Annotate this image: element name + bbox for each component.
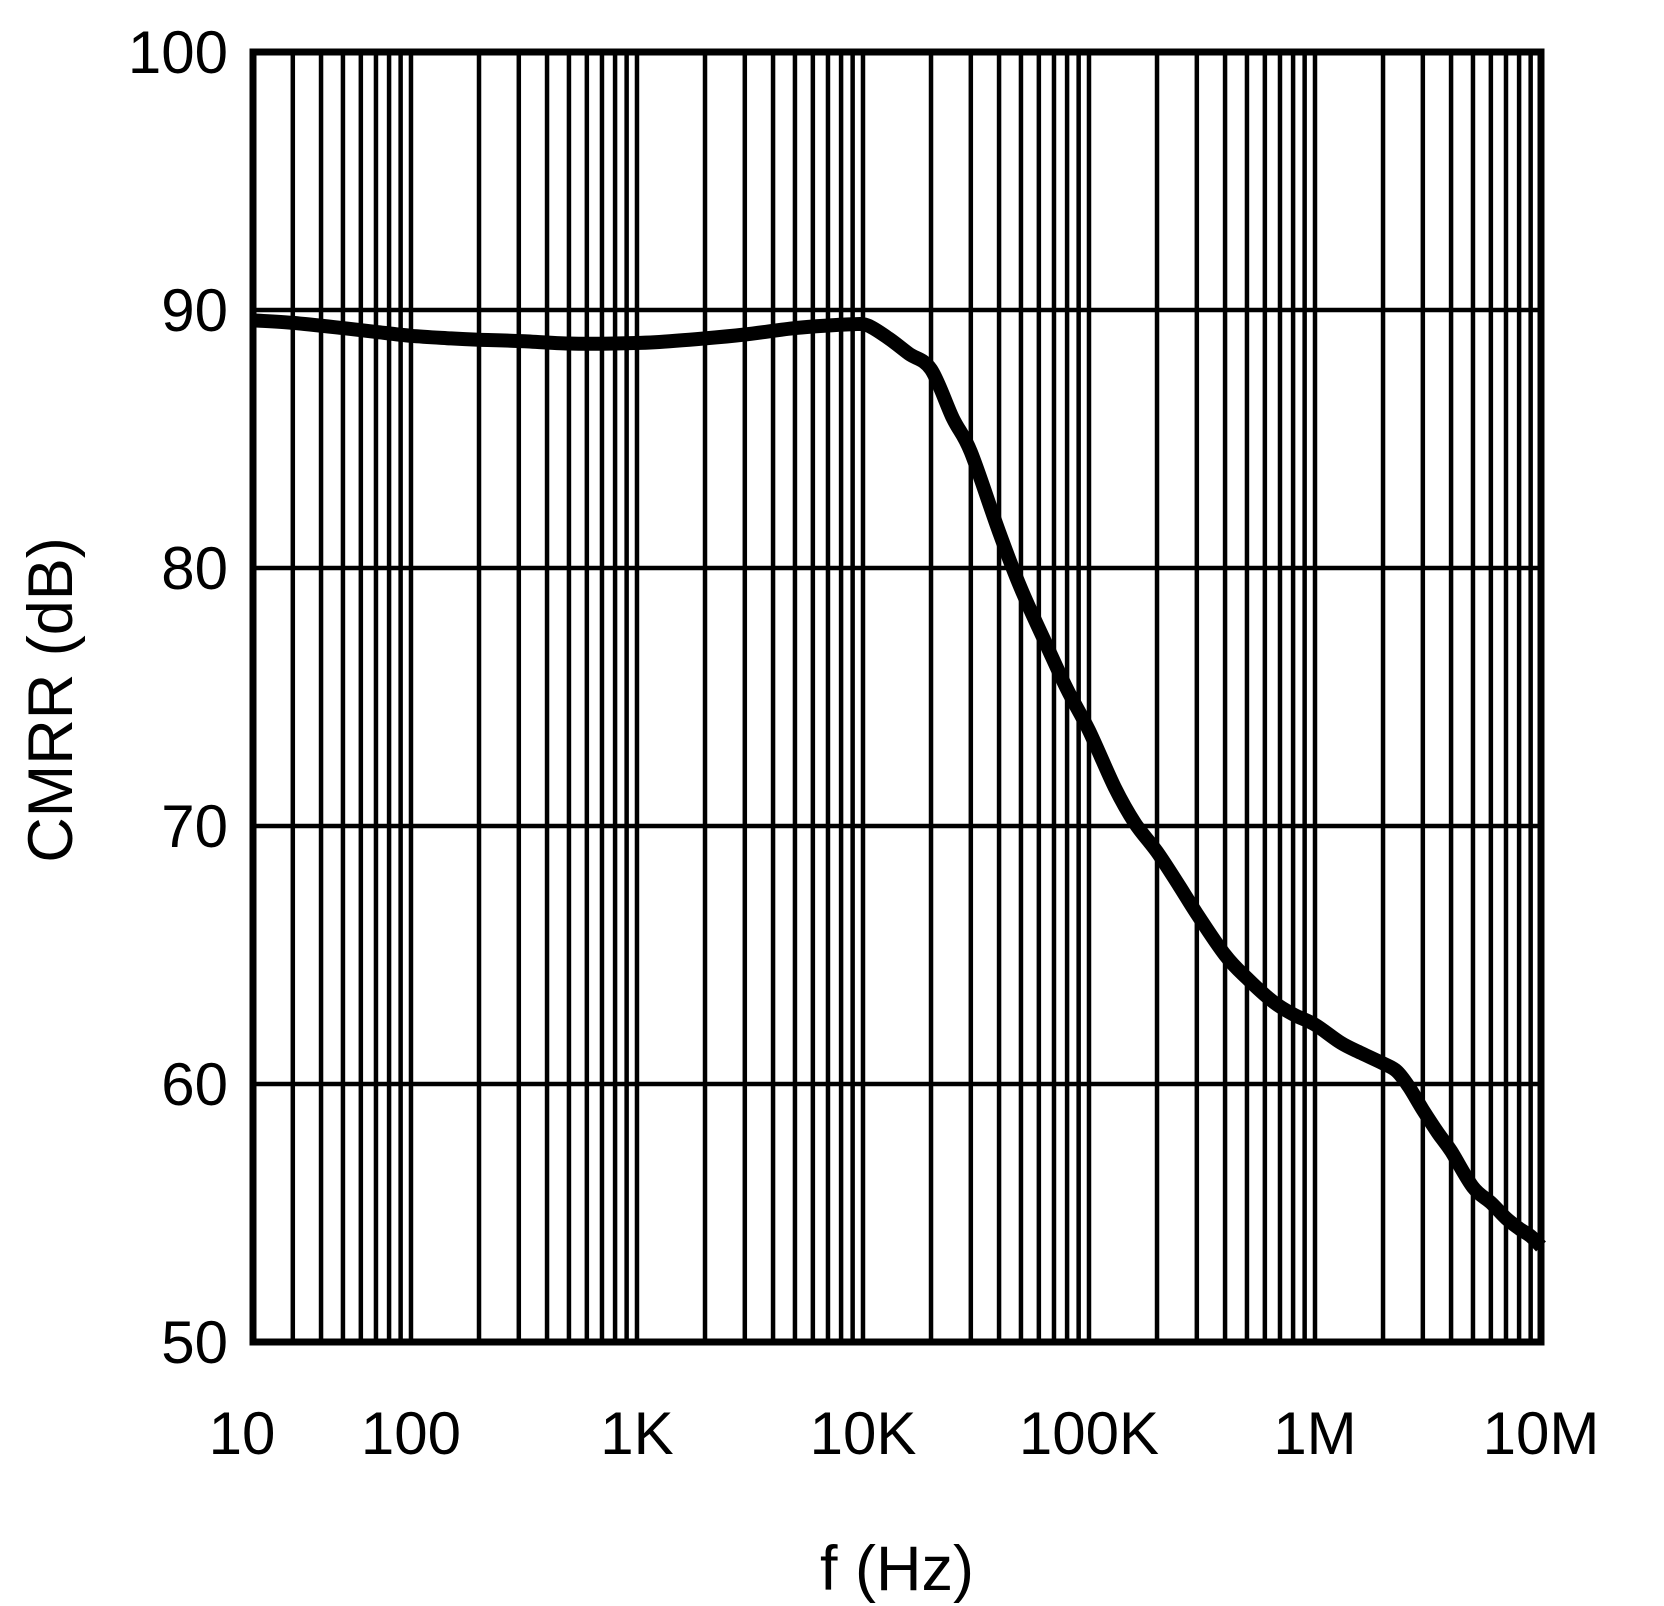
x-tick-label-10M: 10M: [1483, 1400, 1600, 1467]
y-tick-labels: 100 90 80 70 60 50: [128, 19, 228, 1376]
y-tick-label-100: 100: [128, 19, 228, 86]
x-axis-title: f (Hz): [820, 1534, 974, 1604]
x-tick-label-1M: 1M: [1273, 1400, 1356, 1467]
cmrr-curve: [252, 313, 1547, 1252]
y-tick-label-80: 80: [161, 535, 228, 602]
x-tick-label-100: 100: [361, 1400, 461, 1467]
x-tick-label-10K: 10K: [810, 1400, 917, 1467]
plot-border: [249, 48, 1545, 1346]
x-tick-label-100K: 100K: [1019, 1400, 1159, 1467]
y-axis-title: CMRR (dB): [16, 537, 86, 863]
x-tick-label-1K: 1K: [600, 1400, 673, 1467]
x-tick-label-10: 10: [209, 1400, 276, 1467]
x-tick-labels: 10 100 1K 10K 100K 1M 10M: [209, 1400, 1600, 1467]
y-tick-label-60: 60: [161, 1051, 228, 1118]
vertical-gridlines: [290, 52, 1533, 1342]
horizontal-gridlines: [253, 307, 1541, 1087]
y-tick-label-70: 70: [161, 793, 228, 860]
y-tick-label-90: 90: [161, 277, 228, 344]
y-tick-label-50: 50: [161, 1309, 228, 1376]
